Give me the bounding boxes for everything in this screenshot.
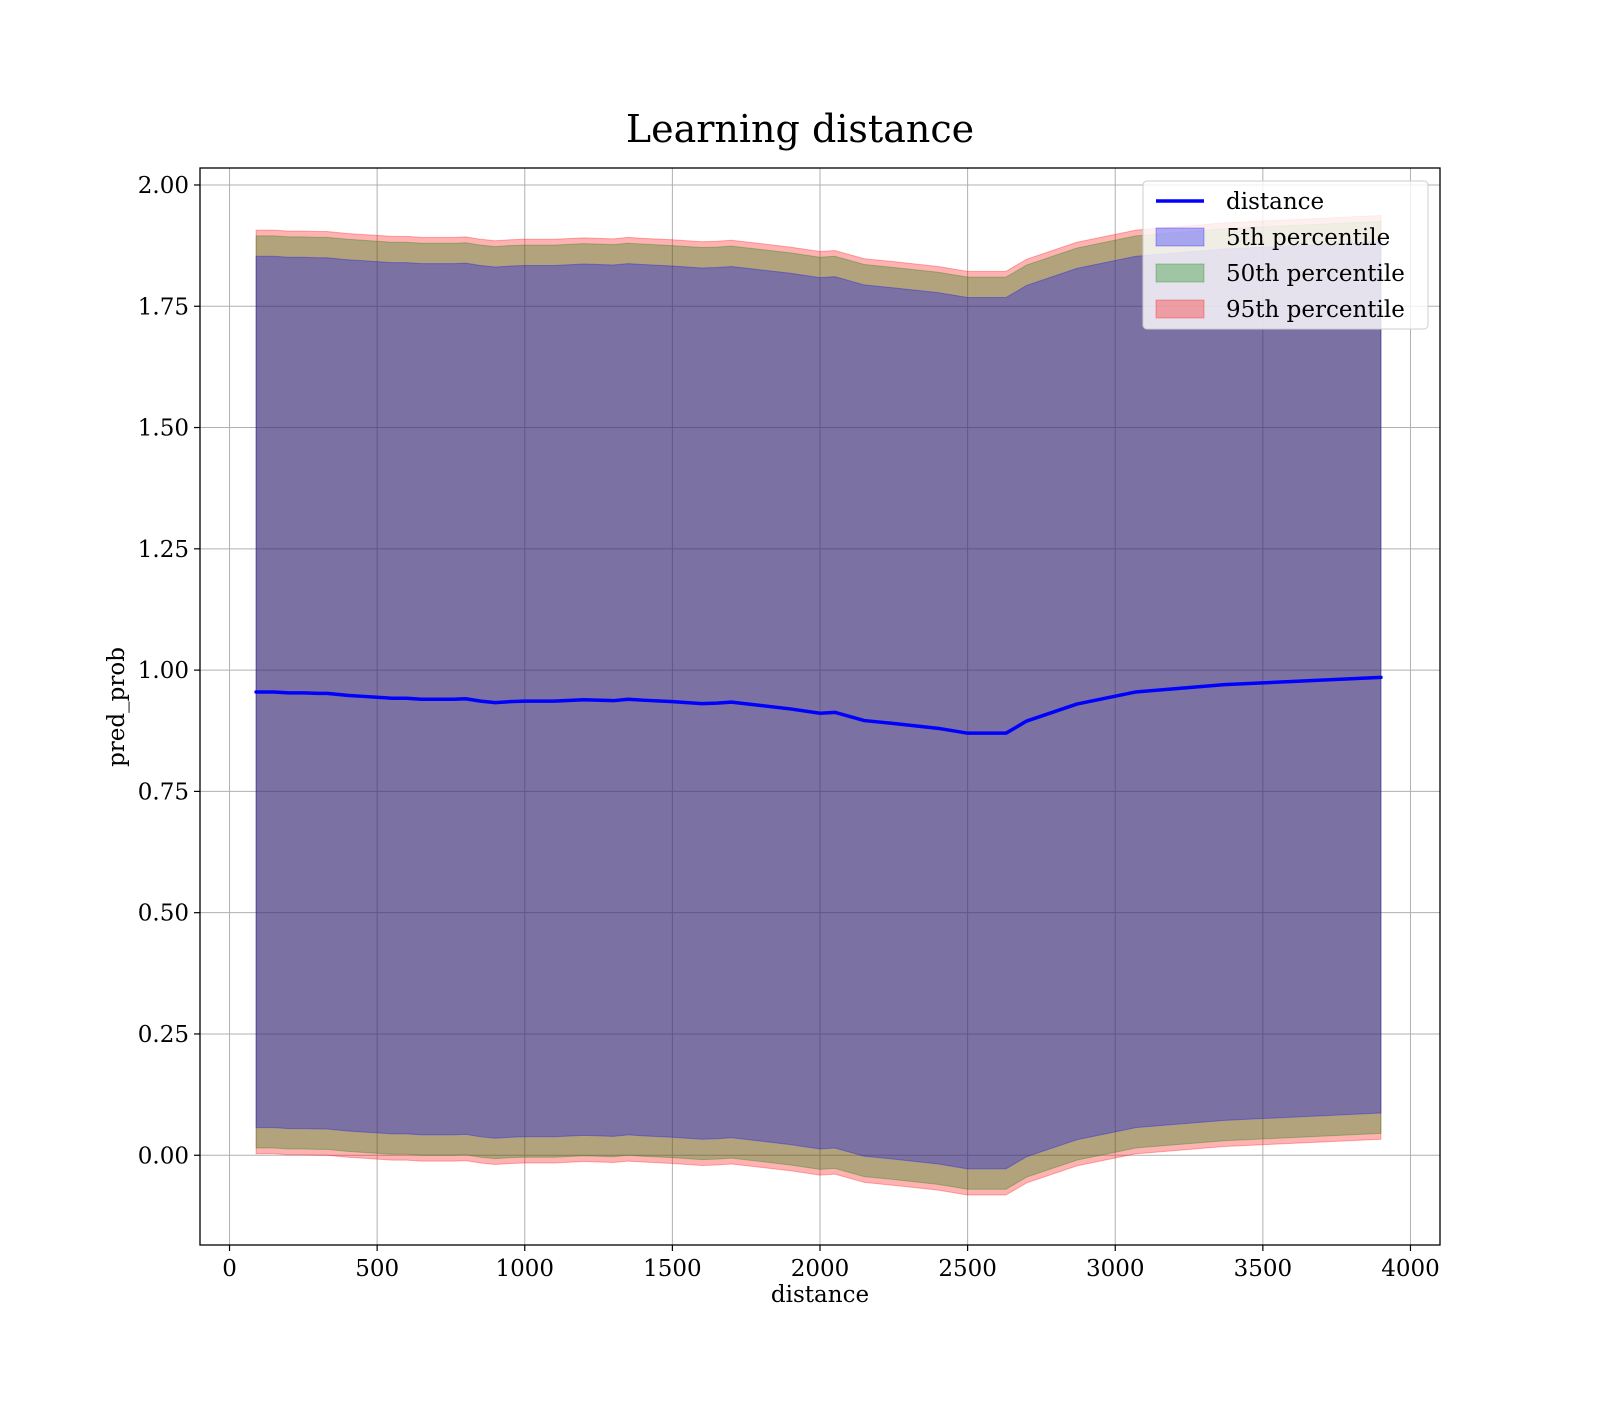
x-tick-label: 2000 xyxy=(791,1256,850,1282)
y-tick-label: 0.75 xyxy=(138,779,189,805)
y-tick-label: 0.25 xyxy=(138,1022,189,1048)
y-axis-ticks: 0.00 0.25 0.50 0.75 1.00 1.25 1.50 1.75 2.00 xyxy=(138,173,200,1169)
band-50th-percentile xyxy=(255,220,1382,1190)
x-tick-label: 2500 xyxy=(938,1256,997,1282)
legend-band-swatch xyxy=(1155,227,1205,247)
legend: distance 5th percentile 50th percentile 95t… xyxy=(1142,180,1429,330)
y-tick-label: 1.75 xyxy=(138,294,189,320)
legend-band-swatch xyxy=(1155,263,1205,283)
y-tick-label: 1.25 xyxy=(138,537,189,563)
y-tick-label: 1.50 xyxy=(138,416,189,442)
x-tick-label: 3000 xyxy=(1086,1256,1145,1282)
x-tick-label: 500 xyxy=(355,1256,399,1282)
chart-title: Learning distance xyxy=(626,107,974,151)
y-tick-label: 0.50 xyxy=(138,901,189,927)
legend-label: 95th percentile xyxy=(1226,297,1405,323)
x-tick-label: 0 xyxy=(222,1256,237,1282)
y-axis-title: pred_prob xyxy=(104,647,130,767)
series-line-distance xyxy=(254,675,1383,735)
x-tick-label: 1000 xyxy=(495,1256,554,1282)
x-axis-title: distance xyxy=(771,1282,869,1308)
x-tick-label: 4000 xyxy=(1381,1256,1440,1282)
band-5th-percentile xyxy=(255,241,1382,1170)
band-95th-percentile xyxy=(255,215,1382,1196)
x-tick-label: 1500 xyxy=(643,1256,702,1282)
y-tick-label: 1.00 xyxy=(138,658,189,684)
legend-label: 50th percentile xyxy=(1226,261,1405,287)
percentile-bands xyxy=(255,215,1382,1196)
legend-label: 5th percentile xyxy=(1226,225,1390,251)
x-axis-ticks: 0 500 1000 1500 2000 2500 3000 3500 4000 xyxy=(222,1245,1440,1282)
legend-label: distance xyxy=(1226,189,1324,215)
grid-lines xyxy=(200,168,1440,1245)
legend-box xyxy=(1142,180,1429,330)
x-tick-label: 3500 xyxy=(1234,1256,1293,1282)
legend-band-swatch xyxy=(1155,299,1205,319)
series-lines xyxy=(254,675,1383,735)
y-tick-label: 0.00 xyxy=(138,1143,189,1169)
y-tick-label: 2.00 xyxy=(138,173,189,199)
